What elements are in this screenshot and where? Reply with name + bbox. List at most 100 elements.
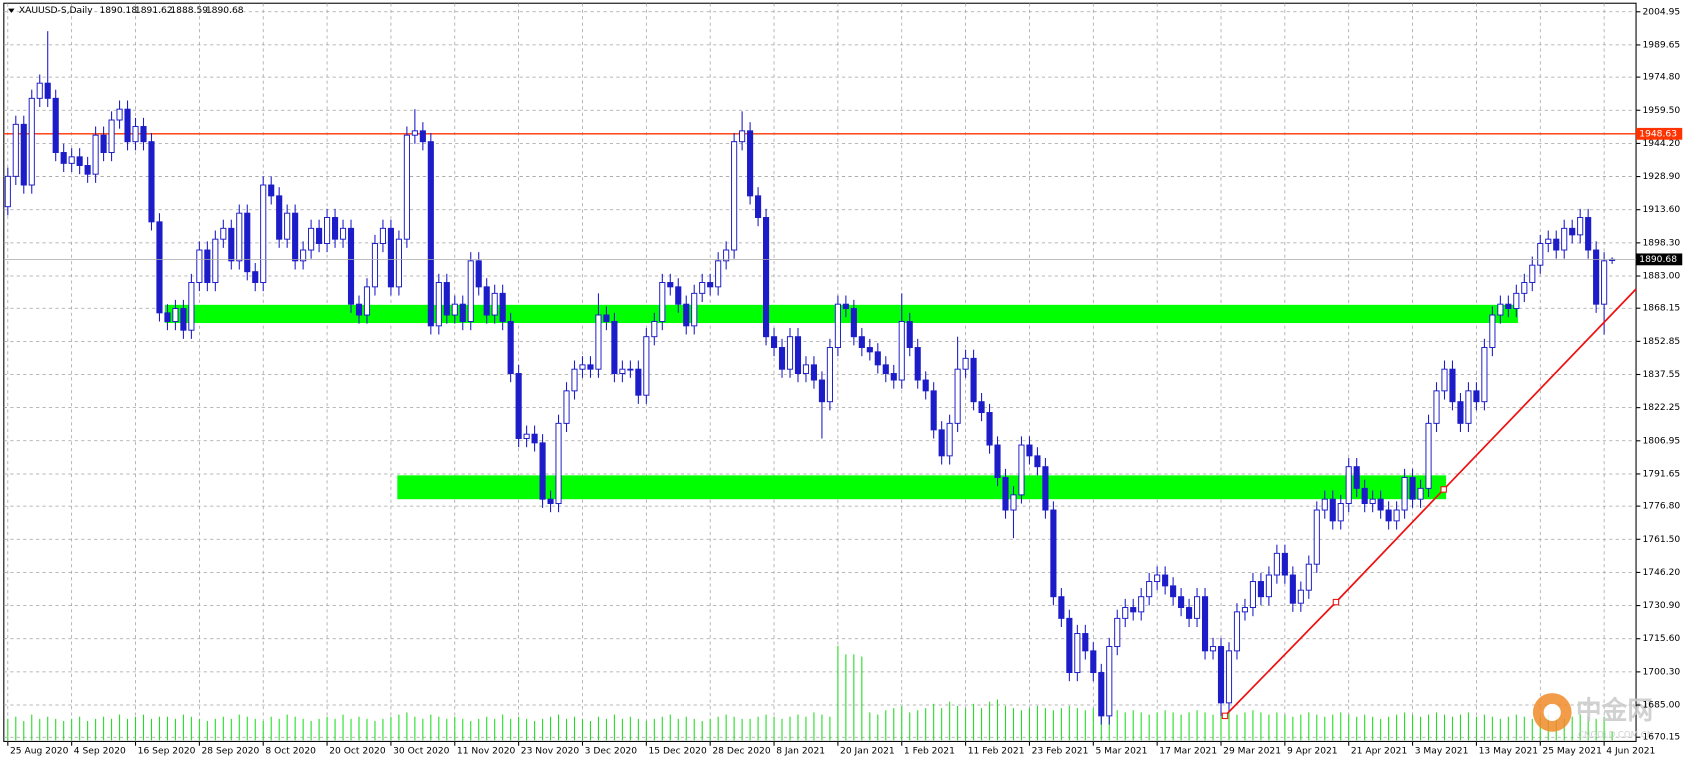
candle-body xyxy=(675,286,682,305)
candle-body xyxy=(1138,596,1145,613)
candle-body xyxy=(826,347,833,403)
candle-body xyxy=(1297,589,1304,604)
x-tick-label: 5 Mar 2021 xyxy=(1095,747,1147,757)
x-tick-label: 13 May 2021 xyxy=(1479,747,1539,757)
candle-body xyxy=(52,97,59,153)
candle-body xyxy=(802,364,810,375)
x-tick-label: 28 Dec 2020 xyxy=(712,747,770,757)
candle-body xyxy=(1561,227,1568,251)
candle-body xyxy=(1257,581,1264,598)
x-tick-label: 4 Jun 2021 xyxy=(1606,747,1655,757)
candle-body xyxy=(1457,401,1464,424)
x-tick-label: 4 Sep 2020 xyxy=(74,747,126,757)
candle-body xyxy=(68,156,75,164)
candle-body xyxy=(1170,585,1177,598)
candle-body xyxy=(1186,607,1193,619)
candle-body xyxy=(1585,217,1592,251)
candle-body xyxy=(683,303,690,327)
candle-body xyxy=(1194,596,1201,619)
candle-body xyxy=(946,422,953,457)
candle-body xyxy=(1106,646,1113,717)
candle-body xyxy=(770,336,778,349)
menu-icon xyxy=(8,8,15,13)
candle-body xyxy=(483,286,490,316)
candle-body xyxy=(1361,487,1368,505)
candle-body xyxy=(914,347,921,381)
candle-body xyxy=(379,227,387,244)
y-tick-label: 1791.65 xyxy=(1642,469,1680,479)
candle-body xyxy=(1505,303,1512,310)
header: XAUUSD-S,Daily 1890.18 1891.62 1888.59 1… xyxy=(8,6,244,16)
candle-body xyxy=(818,379,825,403)
candle-body xyxy=(1601,260,1608,305)
candle-body xyxy=(938,429,945,457)
candle-body xyxy=(1449,368,1456,403)
candle-body xyxy=(1441,368,1448,392)
candle-body xyxy=(1465,390,1472,424)
trendline xyxy=(1224,288,1637,717)
candle-body xyxy=(1098,672,1105,717)
x-tick-label: 17 Mar 2021 xyxy=(1159,747,1217,757)
candle-body xyxy=(603,314,610,323)
candle-body xyxy=(132,126,139,143)
candle-body xyxy=(850,308,857,338)
candle-body xyxy=(1225,650,1233,704)
x-tick-label: 29 Mar 2021 xyxy=(1223,747,1281,757)
x-tick-label: 3 Dec 2020 xyxy=(585,747,638,757)
y-tick-label: 1989.65 xyxy=(1642,40,1680,50)
candle-body xyxy=(1273,552,1280,576)
candle-body xyxy=(515,373,522,440)
y-tick-label: 1730.90 xyxy=(1642,601,1680,611)
candle-body xyxy=(954,368,961,424)
candle-body xyxy=(762,217,770,338)
symbol-title: XAUUSD-S,Daily xyxy=(19,6,93,16)
candle-body xyxy=(443,282,450,316)
candle-body xyxy=(810,364,818,381)
candle-body xyxy=(1034,455,1041,468)
price-label: 1948.63 xyxy=(1639,129,1677,139)
candle-body xyxy=(467,260,474,323)
candle-body xyxy=(100,134,107,153)
candle-body xyxy=(180,308,187,331)
candle-body xyxy=(1353,466,1360,489)
watermark-url: CNGOLD.COM.CN xyxy=(1578,730,1653,740)
y-tick-label: 1974.80 xyxy=(1642,73,1680,83)
candle-body xyxy=(36,82,43,99)
candle-body xyxy=(1002,477,1009,511)
candle-body xyxy=(1305,563,1312,591)
candle-body xyxy=(1489,314,1496,349)
candle-body xyxy=(930,390,937,431)
candle-body xyxy=(419,130,426,143)
candle-body xyxy=(747,130,754,197)
candle-body xyxy=(667,282,674,288)
candle-body xyxy=(387,227,394,288)
candle-body xyxy=(1114,617,1121,648)
candle-body xyxy=(778,347,786,370)
candle-body xyxy=(276,195,283,240)
candle-body xyxy=(539,442,546,500)
y-tick-label: 1822.25 xyxy=(1642,403,1680,413)
candle-body xyxy=(1401,477,1408,511)
candle-body xyxy=(12,123,19,177)
x-tick-label: 8 Jan 2021 xyxy=(776,747,825,757)
candle-body xyxy=(898,321,905,381)
x-tick-label: 25 May 2021 xyxy=(1542,747,1602,757)
candle-body xyxy=(1146,581,1153,598)
candle-body xyxy=(731,141,738,251)
candle-body xyxy=(842,303,849,310)
x-tick-label: 16 Sep 2020 xyxy=(138,747,196,757)
candle-body xyxy=(1553,238,1560,251)
candle-body xyxy=(786,336,794,370)
x-tick-label: 8 Oct 2020 xyxy=(265,747,316,757)
candle-body xyxy=(28,97,35,186)
candle-body xyxy=(1377,498,1384,511)
candle-body xyxy=(1058,596,1065,619)
candle-body xyxy=(108,119,115,153)
candle-body xyxy=(1010,494,1017,511)
x-tick-label: 23 Feb 2021 xyxy=(1032,747,1089,757)
candle-body xyxy=(411,130,418,136)
trendline-anchor xyxy=(1221,712,1229,720)
candle-body xyxy=(986,412,993,446)
candle-body xyxy=(284,212,291,240)
y-tick-label: 1883.00 xyxy=(1642,272,1680,282)
